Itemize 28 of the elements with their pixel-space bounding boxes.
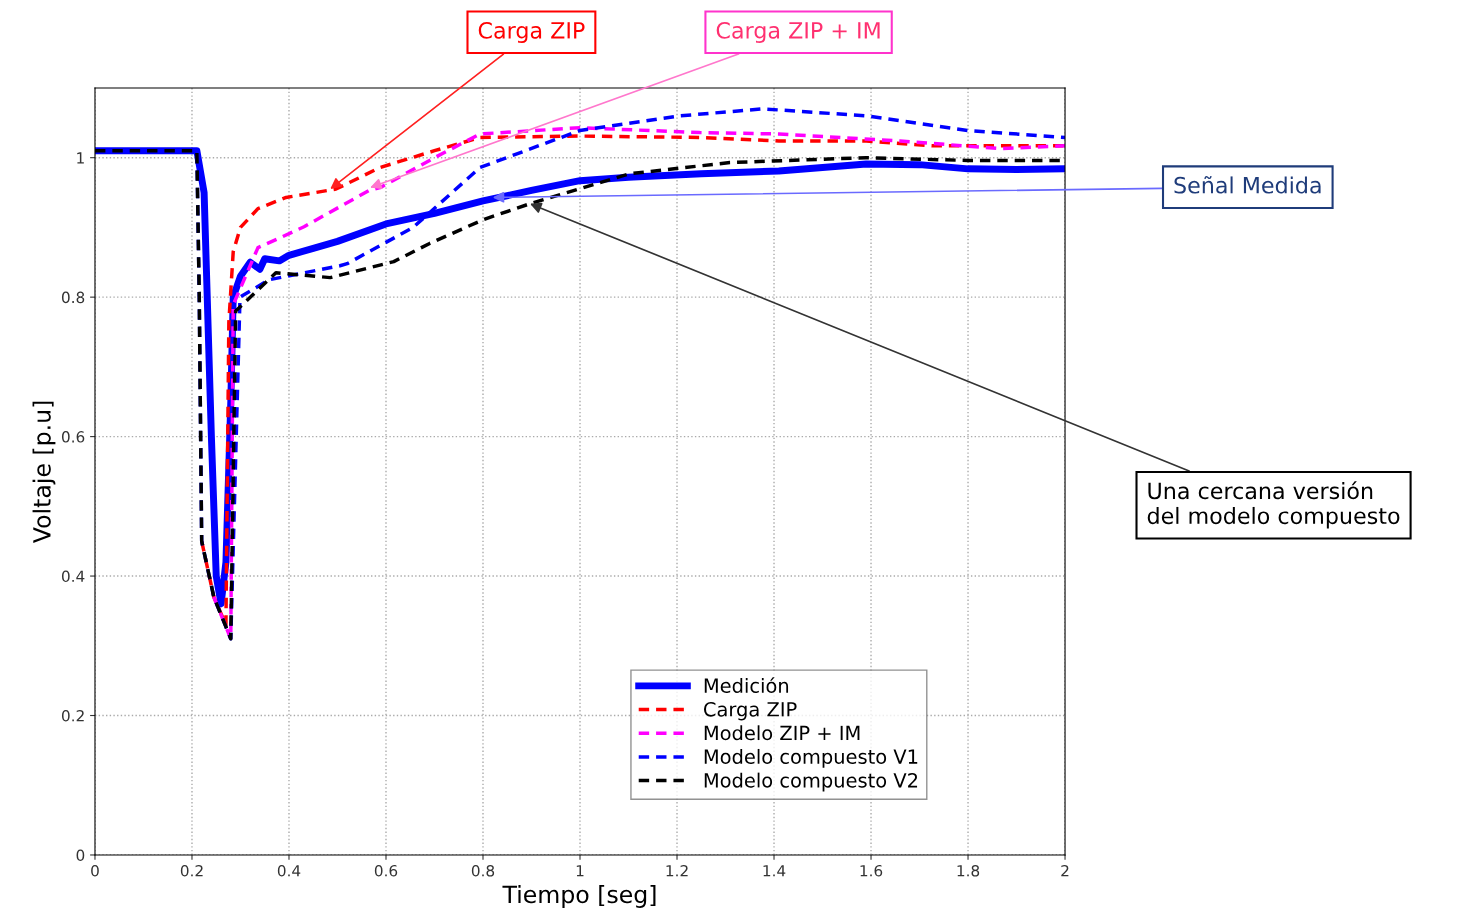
- x-tick-label: 0.4: [277, 864, 301, 877]
- x-tick-label: 1.6: [860, 864, 883, 877]
- y-tick-label: 0.2: [61, 709, 84, 722]
- x-tick-label: 1: [576, 865, 584, 877]
- y-tick-label: 1: [77, 152, 84, 164]
- y-tick-label: 0.6: [61, 431, 85, 443]
- x-axis-title: Tiempo [seg]: [502, 885, 656, 908]
- x-tick-label: 0.8: [471, 864, 495, 877]
- x-tick-label: 0: [91, 864, 99, 877]
- x-tick-label: 0.6: [374, 864, 398, 877]
- legend-label: Modelo ZIP + IM: [704, 725, 860, 741]
- y-tick-label: 0.4: [61, 570, 85, 583]
- y-tick-label: 0: [76, 849, 85, 861]
- legend-label: Medición: [704, 677, 789, 693]
- annotation: Señal Medida: [1174, 176, 1321, 194]
- annotation: Carga ZIP: [478, 21, 585, 44]
- legend-label: Carga ZIP: [703, 701, 797, 721]
- legend-label: Modelo compuesto V2: [704, 772, 918, 792]
- x-tick-label: 1.4: [763, 865, 786, 877]
- legend-label: Modelo compuesto V1: [704, 748, 918, 768]
- x-tick-label: 1.2: [666, 864, 688, 877]
- x-tick-label: 1.8: [957, 864, 980, 877]
- y-axis-title: Voltaje [p.u]: [32, 401, 56, 544]
- x-tick-label: 2: [1061, 864, 1069, 877]
- annotation: Una cercana versión del modelo compuesto: [1147, 481, 1400, 529]
- annotation: Carga ZIP + IM: [716, 21, 880, 44]
- x-tick-label: 0.2: [180, 864, 203, 877]
- y-tick-label: 0.8: [61, 291, 85, 304]
